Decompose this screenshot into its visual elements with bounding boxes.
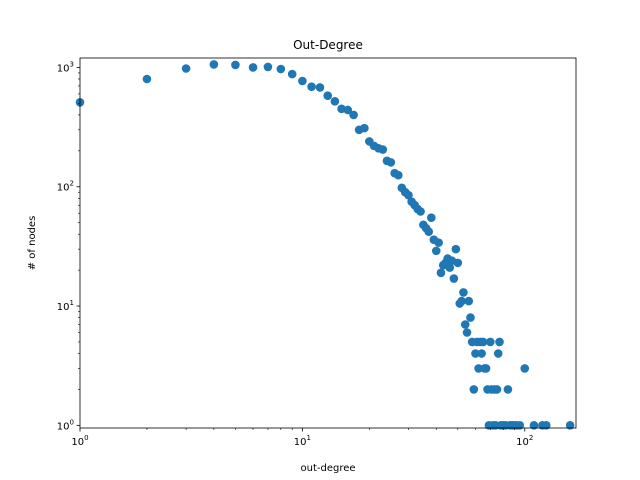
y-tick-label-0: 100 (57, 418, 74, 432)
data-point-37 (427, 213, 436, 223)
x-tick-label-0: 100 (71, 434, 88, 448)
data-point-74 (492, 385, 502, 394)
data-point-47 (449, 274, 459, 283)
points-layer (75, 60, 575, 430)
data-point-52 (459, 288, 468, 297)
data-point-10 (307, 82, 316, 91)
data-point-8 (287, 69, 297, 79)
data-point-12 (323, 91, 333, 100)
data-point-87 (529, 421, 539, 430)
data-point-90 (565, 421, 575, 430)
data-point-26 (394, 170, 403, 180)
data-point-59 (471, 349, 480, 358)
data-point-80 (503, 385, 513, 394)
x-ticks: 100 101 102 (71, 428, 533, 448)
data-point-6 (263, 62, 273, 72)
chart-title: Out-Degree (293, 38, 363, 52)
data-point-49 (453, 258, 463, 268)
data-point-22 (378, 145, 388, 154)
data-point-33 (416, 207, 425, 216)
data-point-53 (460, 320, 470, 329)
data-point-61 (474, 364, 483, 373)
data-point-75 (493, 349, 503, 358)
data-point-4 (231, 60, 240, 70)
x-tick-label-2: 102 (516, 434, 533, 448)
data-point-2 (181, 64, 191, 73)
data-point-66 (481, 364, 491, 373)
data-point-18 (360, 123, 369, 133)
plot-area-frame (79, 57, 577, 429)
data-point-40 (434, 238, 443, 247)
data-point-54 (462, 328, 472, 337)
data-point-85 (515, 421, 525, 430)
data-point-56 (466, 313, 475, 322)
data-point-63 (477, 349, 486, 358)
data-point-41 (436, 268, 446, 278)
y-ticks: 100 101 102 103 (57, 60, 80, 432)
data-point-36 (424, 227, 434, 236)
data-point-51 (457, 296, 466, 306)
data-point-9 (298, 76, 307, 86)
data-point-7 (276, 64, 286, 74)
data-point-48 (451, 244, 461, 254)
x-tick-label-1: 101 (294, 434, 311, 448)
data-point-55 (464, 296, 474, 306)
data-point-58 (469, 385, 479, 394)
data-point-45 (445, 263, 455, 272)
data-point-3 (209, 60, 219, 69)
data-point-69 (486, 337, 495, 347)
data-point-64 (478, 337, 488, 347)
data-point-24 (386, 158, 396, 167)
y-axis-label: # of nodes (27, 216, 38, 271)
data-point-39 (431, 246, 441, 256)
data-point-29 (404, 190, 413, 200)
data-point-15 (343, 105, 353, 115)
y-tick-label-2: 102 (57, 180, 74, 194)
data-point-89 (542, 421, 551, 430)
data-point-86 (520, 364, 530, 373)
data-point-16 (349, 110, 358, 120)
x-axis-label: out-degree (300, 463, 355, 474)
y-tick-label-1: 101 (57, 299, 74, 313)
data-point-13 (330, 97, 340, 106)
data-point-5 (248, 63, 258, 72)
y-tick-label-3: 103 (57, 60, 74, 74)
data-point-76 (495, 337, 504, 347)
data-point-1 (142, 74, 152, 84)
data-point-11 (315, 83, 325, 92)
